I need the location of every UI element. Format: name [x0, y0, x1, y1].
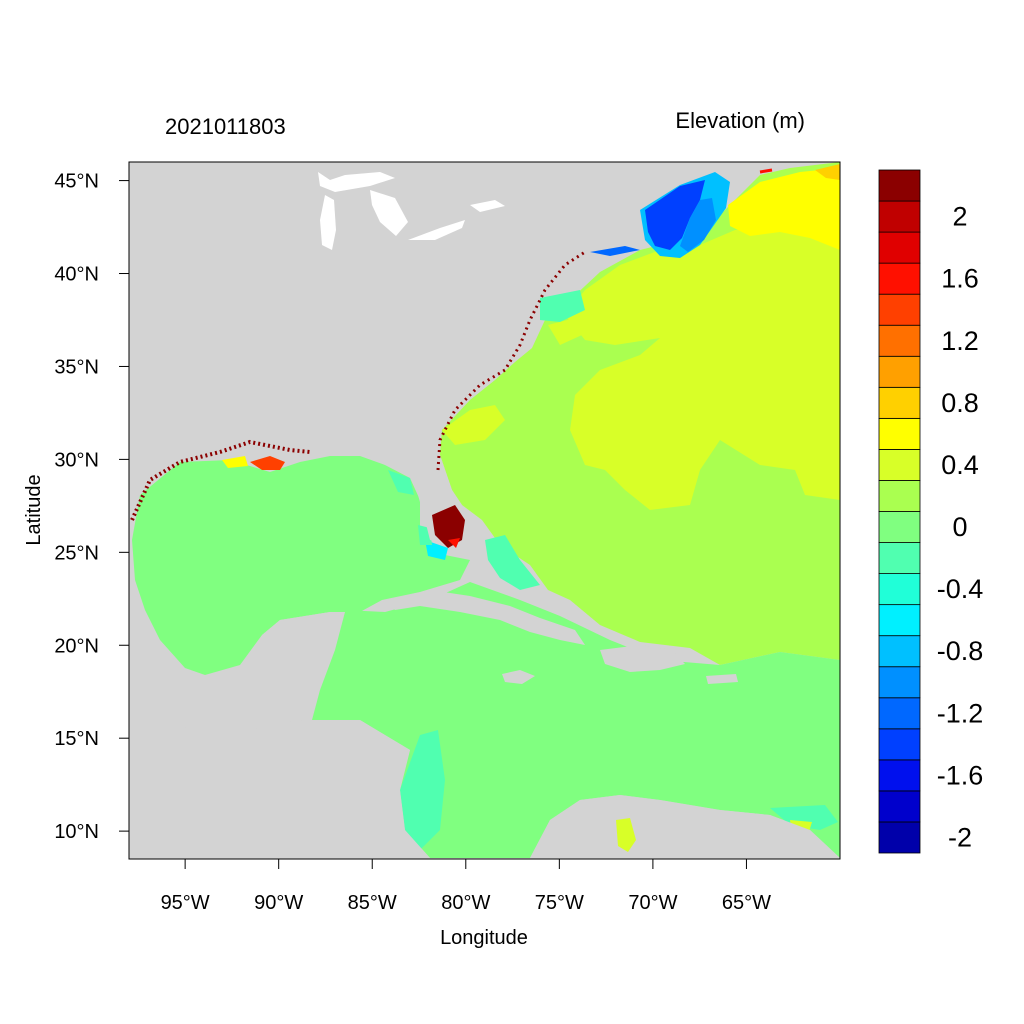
colorbar-label: -1.2 [937, 698, 984, 728]
lake-michigan [320, 195, 336, 250]
colorbar-bin [878, 573, 921, 606]
y-tick-label: 30°N [54, 449, 99, 471]
yucatan-land [262, 612, 345, 722]
gulf-coast-fringe [130, 439, 311, 521]
colorbar-bin [878, 480, 921, 512]
lake-huron [370, 190, 408, 236]
timestamp-label: 2021011803 [165, 114, 286, 139]
colorbar-bin [878, 542, 921, 574]
central-america-land [129, 720, 430, 858]
gulf-of-mexico [132, 456, 470, 675]
colorbar [878, 169, 921, 854]
colorbar-bin [878, 200, 921, 233]
y-tick-label: 35°N [54, 356, 99, 378]
y-axis-ticks: 45°N 40°N 35°N 30°N 25°N 20°N 15°N 10°N [54, 171, 129, 843]
orange-patch [815, 164, 840, 180]
maracaibo-lake [616, 818, 636, 852]
colorbar-label: 0.4 [941, 450, 979, 480]
nj-coast [540, 290, 585, 322]
variable-label: Elevation (m) [675, 108, 805, 133]
colorbar-bin [878, 790, 921, 823]
atlantic-high-zone-hatteras [548, 318, 582, 345]
x-tick-label: 85°W [348, 892, 397, 914]
colorbar-label: -0.4 [937, 574, 984, 604]
y-tick-label: 25°N [54, 542, 99, 564]
louisiana-surge-yellow [222, 456, 248, 468]
hispaniola-land [600, 645, 685, 672]
colorbar-bin [878, 511, 921, 543]
map-plot [129, 162, 840, 859]
lake-ontario [470, 200, 505, 212]
colorbar-bin [878, 324, 921, 357]
colorbar-bin [878, 231, 921, 264]
colorbar-labels: 2 1.6 1.2 0.8 0.4 0 -0.4 -0.8 -1.2 -1.6 -2 [937, 202, 984, 853]
x-tick-label: 95°W [161, 892, 210, 914]
puerto-rico-land [706, 674, 738, 684]
colorbar-label: 1.6 [941, 264, 979, 294]
x-tick-label: 90°W [254, 892, 303, 914]
colorbar-bin [878, 355, 921, 388]
cuba-land [385, 590, 585, 645]
southwest-florida-surge [432, 505, 465, 548]
x-tick-label: 75°W [535, 892, 584, 914]
x-tick-label: 65°W [722, 892, 771, 914]
colorbar-bin [878, 728, 921, 761]
gulf-of-maine-core [645, 180, 705, 250]
x-tick-label: 70°W [628, 892, 677, 914]
lake-erie [408, 220, 465, 240]
x-axis-ticks: 95°W 90°W 85°W 80°W 75°W 70°W 65°W [161, 859, 771, 914]
y-tick-label: 45°N [54, 171, 99, 193]
trinidad-shelf [770, 805, 838, 830]
atlantic-yellow-zone [728, 168, 840, 250]
maine-coast-fringe [759, 168, 773, 174]
x-tick-label: 80°W [441, 892, 490, 914]
colorbar-bin [878, 604, 921, 637]
south-america-land [530, 795, 840, 858]
long-island-sound [590, 246, 640, 256]
colorbar-label: 1.2 [941, 326, 979, 356]
bahamas-shelf [485, 535, 540, 590]
colorbar-label: 0.8 [941, 388, 979, 418]
colorbar-bin [878, 293, 921, 326]
colorbar-bin [878, 821, 921, 854]
colorbar-bin [878, 169, 921, 202]
colorbar-bin [878, 635, 921, 668]
gulf-of-maine-mid [680, 198, 716, 252]
colorbar-label: -0.8 [937, 636, 984, 666]
y-axis-label: Latitude [23, 474, 45, 545]
x-axis-label: Longitude [440, 927, 528, 949]
map-frame [128, 161, 841, 860]
colorbar-bin [878, 417, 921, 450]
y-tick-label: 40°N [54, 264, 99, 286]
jamaica-land [502, 670, 535, 684]
colorbar-label: -1.6 [937, 760, 984, 790]
colorbar-bin [878, 386, 921, 419]
y-tick-label: 15°N [54, 728, 99, 750]
y-tick-label: 20°N [54, 635, 99, 657]
atlantic-high-zone-coastal [442, 405, 505, 445]
colorbar-bin [878, 262, 921, 295]
florida-surge-red [448, 538, 460, 548]
louisiana-surge [250, 456, 285, 470]
colorbar-bin [878, 449, 921, 481]
lake-superior [318, 172, 395, 192]
florida-shelf [388, 470, 414, 495]
colorbar-label: -2 [948, 822, 972, 852]
colorbar-bin [878, 697, 921, 730]
colorbar-label: 2 [952, 202, 967, 232]
colorbar-bin [878, 666, 921, 699]
atlantic-high-zone [565, 220, 840, 510]
honduras-shelf [400, 730, 445, 850]
y-tick-label: 10°N [54, 821, 99, 843]
colorbar-label: 0 [952, 512, 967, 542]
colorbar-bin [878, 759, 921, 792]
